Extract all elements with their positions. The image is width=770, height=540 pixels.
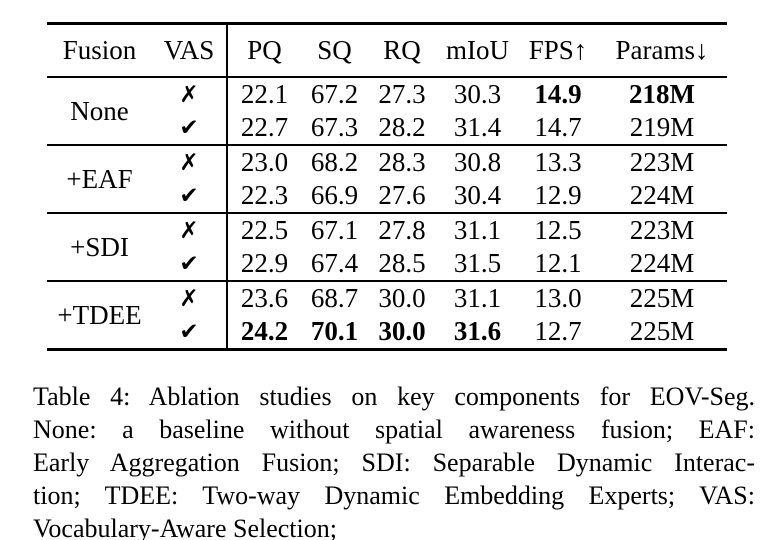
fusion-group-label: +TDEE <box>47 280 152 350</box>
cross-icon: ✗ <box>179 82 199 108</box>
metric-cell: 27.6 <box>378 180 426 210</box>
metric-cell: 28.2 <box>378 112 426 142</box>
metric-cell: 223M <box>597 212 727 247</box>
metric-cell: 68.2 <box>301 144 368 179</box>
col-header-pq: PQ <box>247 35 282 65</box>
table-row: ✔ 22.9 67.4 28.5 31.5 12.1 224M <box>47 247 727 281</box>
metric-cell: 24.2 <box>240 316 289 346</box>
metric-cell: 22.1 <box>240 79 289 109</box>
metric-cell: 13.0 <box>519 280 597 315</box>
metric-cell: 67.4 <box>310 248 359 278</box>
table-row: +TDEE ✗ 23.6 68.7 30.0 31.1 13.0 225M <box>47 280 727 350</box>
metric-cell: 67.1 <box>301 212 368 247</box>
cross-icon: ✗ <box>179 218 199 244</box>
check-icon: ✔ <box>179 319 199 345</box>
metric-cell: 13.3 <box>519 144 597 179</box>
caption-line: Vocabulary-Aware Selection; <box>33 514 337 540</box>
metric-cell: 224M <box>629 248 695 278</box>
metric-cell: 27.8 <box>368 212 436 247</box>
vas-cell: ✔ <box>152 111 228 145</box>
col-header-fps: FPS↑ <box>528 35 588 65</box>
metric-cell: 70.1 <box>310 316 359 346</box>
ablation-table: Fusion VAS PQ SQ RQ mIoU FPS↑ Params↓ No… <box>47 22 727 351</box>
metric-cell: 67.3 <box>310 112 359 142</box>
fusion-group-label: +SDI <box>47 212 152 281</box>
metric-cell: 66.9 <box>310 180 359 210</box>
caption-line: Table 4: Ablation studies on key compone… <box>33 382 755 411</box>
table-row: ✔ 22.3 66.9 27.6 30.4 12.9 224M <box>47 179 727 213</box>
metric-cell: 225M <box>597 280 727 315</box>
col-header-params: Params↓ <box>615 35 709 65</box>
table-row: +EAF ✗ 23.0 68.2 28.3 30.8 13.3 223M <box>47 144 727 213</box>
table-row: ✔ 22.7 67.3 28.2 31.4 14.7 219M <box>47 111 727 145</box>
metric-cell: 14.9 <box>534 79 582 109</box>
metric-cell: 30.3 <box>453 79 502 109</box>
vas-cell: ✗ <box>152 144 228 179</box>
metric-cell: 30.0 <box>368 280 436 315</box>
check-icon: ✔ <box>179 115 199 141</box>
vas-cell: ✔ <box>152 247 228 281</box>
vas-cell: ✗ <box>152 77 228 111</box>
vas-cell: ✗ <box>152 212 228 247</box>
metric-cell: 23.6 <box>227 280 301 315</box>
col-header-miou: mIoU <box>446 35 509 65</box>
metric-cell: 31.4 <box>453 112 502 142</box>
table-row: None ✗ 22.1 67.2 27.3 30.3 14.9 218M <box>47 77 727 126</box>
metric-cell: 28.3 <box>368 144 436 179</box>
check-icon: ✔ <box>179 251 199 277</box>
metric-cell: 223M <box>597 144 727 179</box>
caption-line: None: a baseline without spatial awarene… <box>33 415 755 444</box>
metric-cell: 22.9 <box>240 248 289 278</box>
vas-cell: ✔ <box>152 315 228 350</box>
metric-cell: 14.7 <box>534 112 582 142</box>
metric-cell: 23.0 <box>227 144 301 179</box>
metric-cell: 12.5 <box>519 212 597 247</box>
metric-cell: 22.3 <box>240 180 289 210</box>
metric-cell: 30.8 <box>436 144 519 179</box>
metric-cell: 218M <box>629 79 695 109</box>
metric-cell: 31.5 <box>453 248 502 278</box>
metric-cell: 31.6 <box>453 316 502 346</box>
metric-cell: 31.1 <box>436 280 519 315</box>
cross-icon: ✗ <box>179 150 199 176</box>
cross-icon: ✗ <box>179 286 199 312</box>
metric-cell: 28.5 <box>378 248 426 278</box>
metric-cell: 68.7 <box>301 280 368 315</box>
metric-cell: 30.0 <box>378 316 426 346</box>
metric-cell: 67.2 <box>310 79 359 109</box>
col-header-rq: RQ <box>383 35 421 65</box>
metric-cell: 12.7 <box>534 316 582 346</box>
metric-cell: 27.3 <box>378 79 426 109</box>
caption-line: Early Aggregation Fusion; SDI: Separable… <box>33 448 755 477</box>
metric-cell: 12.1 <box>534 248 582 278</box>
metric-cell: 31.1 <box>436 212 519 247</box>
table-row: +SDI ✗ 22.5 67.1 27.8 31.1 12.5 223M <box>47 212 727 281</box>
table-caption: Table 4: Ablation studies on key compone… <box>33 380 755 540</box>
metric-cell: 22.5 <box>227 212 301 247</box>
col-header-fusion: Fusion <box>62 35 137 65</box>
col-header-vas: VAS <box>152 23 228 77</box>
caption-line: tion; TDEE: Two-way Dynamic Embedding Ex… <box>33 481 755 510</box>
metric-cell: 224M <box>629 180 695 210</box>
vas-cell: ✔ <box>152 179 228 213</box>
vas-cell: ✗ <box>152 280 228 315</box>
fusion-group-label: +EAF <box>47 144 152 213</box>
col-header-sq: SQ <box>317 35 352 65</box>
metric-cell: 12.9 <box>534 180 582 210</box>
table-header-row: Fusion VAS PQ SQ RQ mIoU FPS↑ Params↓ <box>47 23 727 77</box>
metric-cell: 30.4 <box>453 180 502 210</box>
check-icon: ✔ <box>179 183 199 209</box>
fusion-group-label: None <box>70 95 129 126</box>
table-row: ✔ 24.2 70.1 30.0 31.6 12.7 225M <box>47 315 727 350</box>
metric-cell: 219M <box>629 112 695 142</box>
metric-cell: 225M <box>629 316 695 346</box>
metric-cell: 22.7 <box>240 112 289 142</box>
